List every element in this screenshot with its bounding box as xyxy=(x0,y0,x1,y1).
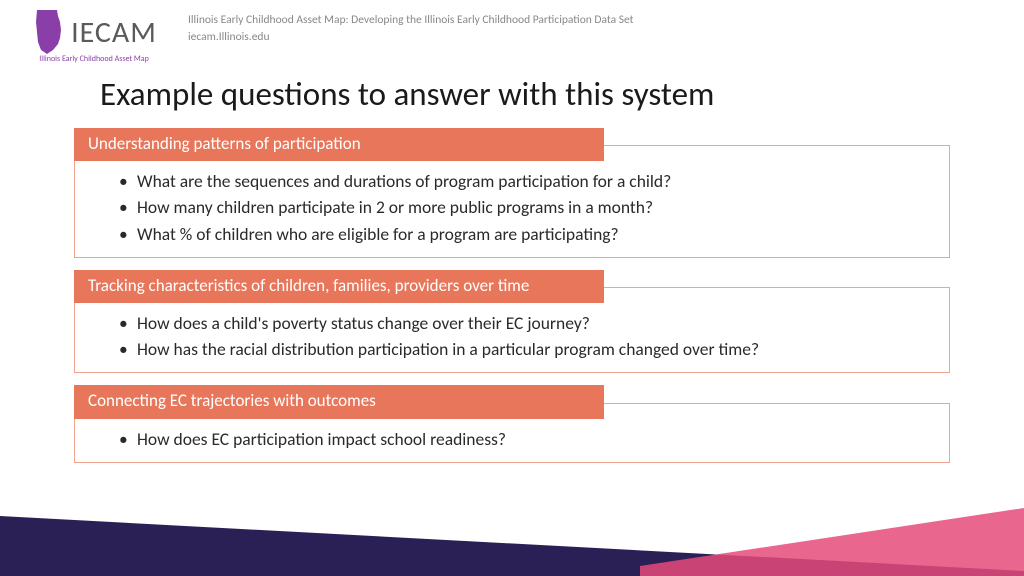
section-participation: Understanding patterns of participation … xyxy=(74,128,950,258)
question-list: How does EC participation impact school … xyxy=(95,426,929,452)
header-line-1: Illinois Early Childhood Asset Map: Deve… xyxy=(188,12,1010,29)
content: Understanding patterns of participation … xyxy=(0,128,1024,463)
question-list: How does a child's poverty status change… xyxy=(95,310,929,363)
background-decoration xyxy=(0,486,1024,576)
section-body: What are the sequences and durations of … xyxy=(74,145,950,258)
list-item: How does a child's poverty status change… xyxy=(119,310,929,336)
list-item: What are the sequences and durations of … xyxy=(119,168,929,194)
header-line-2: iecam.Illinois.edu xyxy=(188,29,1010,46)
list-item: How many children participate in 2 or mo… xyxy=(119,194,929,220)
logo-row: IECAM xyxy=(31,8,157,56)
list-item: How does EC participation impact school … xyxy=(119,426,929,452)
header-text: Illinois Early Childhood Asset Map: Deve… xyxy=(188,8,1010,47)
logo-text: IECAM xyxy=(71,14,157,51)
section-header: Understanding patterns of participation xyxy=(74,128,604,161)
illinois-icon xyxy=(31,8,67,56)
list-item: How has the racial distribution particip… xyxy=(119,336,929,362)
list-item: What % of children who are eligible for … xyxy=(119,221,929,247)
section-outcomes: Connecting EC trajectories with outcomes… xyxy=(74,385,950,462)
section-tracking: Tracking characteristics of children, fa… xyxy=(74,270,950,374)
page-title: Example questions to answer with this sy… xyxy=(100,74,1024,114)
question-list: What are the sequences and durations of … xyxy=(95,168,929,247)
header: IECAM Illinois Early Childhood Asset Map… xyxy=(0,0,1024,68)
section-header: Tracking characteristics of children, fa… xyxy=(74,270,604,303)
logo-block: IECAM Illinois Early Childhood Asset Map xyxy=(14,8,174,64)
section-header: Connecting EC trajectories with outcomes xyxy=(74,385,604,418)
